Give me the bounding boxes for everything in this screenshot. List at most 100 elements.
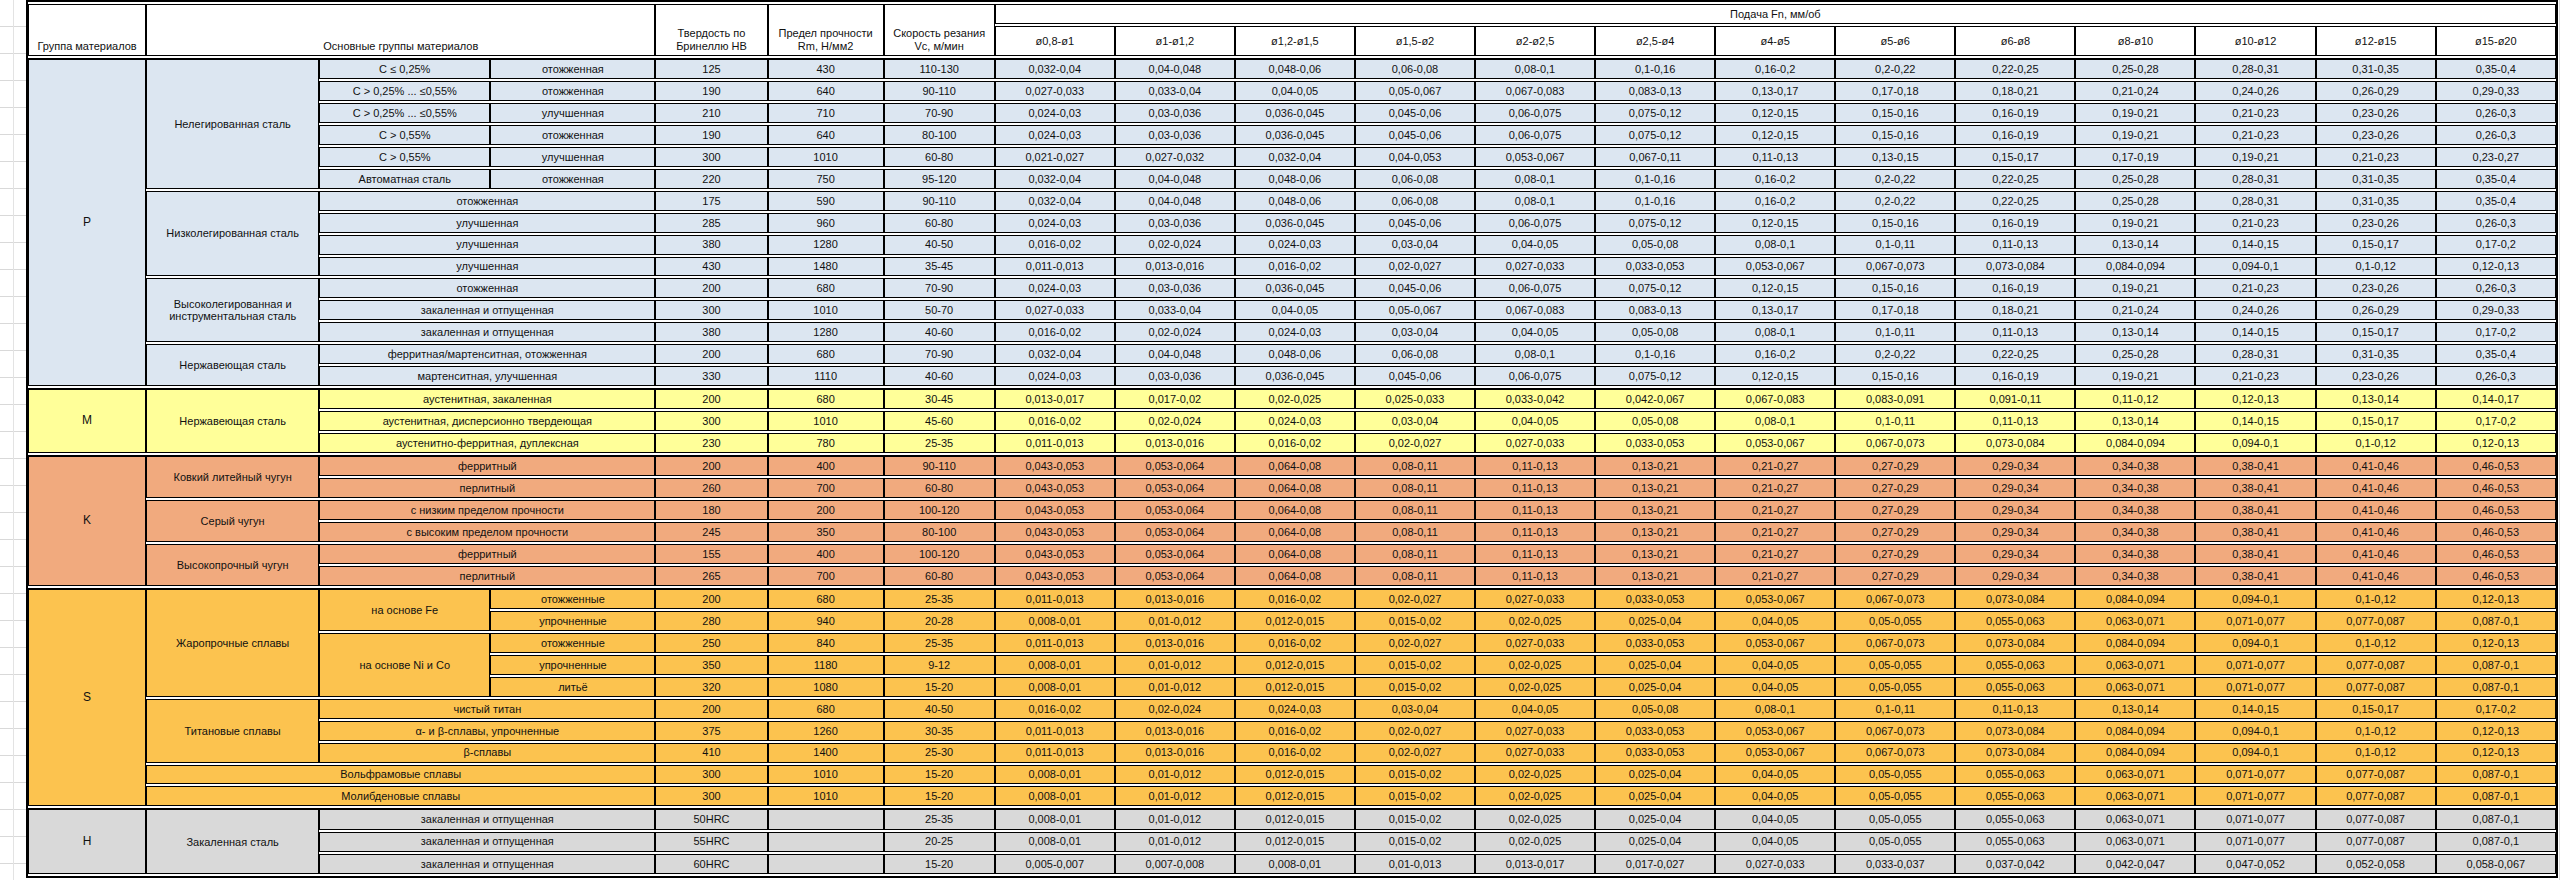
feed-cell[interactable]: 0,03-0,036 (1115, 213, 1235, 233)
hardness-cell[interactable]: 175 (655, 191, 767, 211)
material-label-cell[interactable]: отожженная (490, 169, 655, 189)
material-label-cell[interactable]: с низким пределом прочности (319, 500, 655, 520)
speed-cell[interactable]: 60-80 (884, 478, 995, 498)
feed-cell[interactable]: 0,21-0,27 (1715, 455, 1835, 476)
feed-cell[interactable]: 0,01-0,012 (1115, 832, 1235, 852)
feed-cell[interactable]: 0,38-0,41 (2195, 455, 2315, 476)
speed-cell[interactable]: 40-50 (884, 235, 995, 255)
feed-cell[interactable]: 0,12-0,15 (1715, 278, 1835, 298)
feed-cell[interactable]: 0,05-0,08 (1595, 322, 1715, 342)
feed-cell[interactable]: 0,29-0,34 (1955, 522, 2075, 542)
strength-cell[interactable]: 640 (768, 81, 884, 101)
speed-cell[interactable]: 30-35 (884, 721, 995, 741)
feed-cell[interactable]: 0,067-0,083 (1475, 81, 1595, 101)
feed-cell[interactable]: 0,016-0,02 (1235, 721, 1355, 741)
feed-cell[interactable]: 0,13-0,17 (1715, 300, 1835, 320)
header-feed-col[interactable]: ø5-ø6 (1835, 26, 1955, 56)
feed-cell[interactable]: 0,043-0,053 (995, 522, 1115, 542)
feed-cell[interactable]: 0,03-0,036 (1115, 103, 1235, 123)
feed-cell[interactable]: 0,03-0,04 (1355, 699, 1475, 719)
feed-cell[interactable]: 0,094-0,1 (2195, 433, 2315, 453)
strength-cell[interactable]: 1280 (768, 235, 884, 255)
material-label-cell[interactable]: чистый титан (319, 699, 655, 719)
hardness-cell[interactable]: 125 (655, 58, 767, 79)
feed-cell[interactable]: 0,053-0,067 (1715, 257, 1835, 277)
feed-cell[interactable]: 0,06-0,08 (1355, 191, 1475, 211)
hardness-cell[interactable]: 300 (655, 300, 767, 320)
feed-cell[interactable]: 0,16-0,19 (1955, 125, 2075, 145)
hardness-cell[interactable]: 410 (655, 743, 767, 763)
feed-cell[interactable]: 0,077-0,087 (2316, 832, 2436, 852)
feed-cell[interactable]: 0,1-0,16 (1595, 191, 1715, 211)
material-label-cell[interactable]: закаленная и отпущенная (319, 808, 655, 829)
feed-cell[interactable]: 0,29-0,34 (1955, 500, 2075, 520)
material-label-cell[interactable]: мартенситная, улучшенная (319, 366, 655, 386)
feed-cell[interactable]: 0,027-0,032 (1115, 147, 1235, 167)
feed-cell[interactable]: 0,2-0,22 (1835, 191, 1955, 211)
feed-cell[interactable]: 0,016-0,02 (1235, 743, 1355, 763)
feed-cell[interactable]: 0,011-0,013 (995, 743, 1115, 763)
material-label-cell[interactable]: упрочненные (490, 655, 655, 675)
feed-cell[interactable]: 0,18-0,21 (1955, 300, 2075, 320)
material-label-cell[interactable]: перлитный (319, 566, 655, 586)
feed-cell[interactable]: 0,027-0,033 (1475, 633, 1595, 653)
speed-cell[interactable]: 70-90 (884, 103, 995, 123)
material-label-cell[interactable]: ферритный (319, 544, 655, 564)
feed-cell[interactable]: 0,012-0,015 (1235, 808, 1355, 829)
feed-cell[interactable]: 0,094-0,1 (2195, 588, 2315, 609)
feed-cell[interactable]: 0,053-0,064 (1115, 500, 1235, 520)
feed-cell[interactable]: 0,024-0,03 (995, 366, 1115, 386)
speed-cell[interactable]: 40-50 (884, 699, 995, 719)
feed-cell[interactable]: 0,094-0,1 (2195, 721, 2315, 741)
feed-cell[interactable]: 0,073-0,084 (1955, 721, 2075, 741)
feed-cell[interactable]: 0,053-0,064 (1115, 478, 1235, 498)
hardness-cell[interactable]: 380 (655, 322, 767, 342)
feed-cell[interactable]: 0,46-0,53 (2436, 566, 2556, 586)
header-feed-col[interactable]: ø2-ø2,5 (1475, 26, 1595, 56)
feed-cell[interactable]: 0,083-0,091 (1835, 388, 1955, 409)
feed-cell[interactable]: 0,067-0,073 (1835, 721, 1955, 741)
feed-cell[interactable]: 0,11-0,13 (1475, 500, 1595, 520)
feed-cell[interactable]: 0,19-0,21 (2195, 147, 2315, 167)
feed-cell[interactable]: 0,21-0,27 (1715, 500, 1835, 520)
feed-cell[interactable]: 0,013-0,016 (1115, 433, 1235, 453)
header-main-col[interactable]: Основные группы материалов (146, 4, 655, 56)
feed-cell[interactable]: 0,26-0,29 (2316, 81, 2436, 101)
feed-cell[interactable]: 0,21-0,27 (1715, 522, 1835, 542)
feed-cell[interactable]: 0,34-0,38 (2075, 500, 2195, 520)
feed-cell[interactable]: 0,01-0,012 (1115, 765, 1235, 785)
strength-cell[interactable]: 1080 (768, 677, 884, 697)
material-label-cell[interactable]: на основе Fe (319, 588, 490, 631)
feed-cell[interactable]: 0,075-0,12 (1595, 366, 1715, 386)
feed-cell[interactable]: 0,08-0,1 (1475, 169, 1595, 189)
header-feed-title[interactable]: Подача Fn, мм/об (995, 4, 2556, 24)
feed-cell[interactable]: 0,053-0,064 (1115, 566, 1235, 586)
feed-cell[interactable]: 0,02-0,027 (1355, 721, 1475, 741)
feed-cell[interactable]: 0,21-0,27 (1715, 544, 1835, 564)
feed-cell[interactable]: 0,34-0,38 (2075, 478, 2195, 498)
group-cell-P[interactable]: P (28, 58, 146, 386)
feed-cell[interactable]: 0,13-0,15 (1835, 147, 1955, 167)
feed-cell[interactable]: 0,41-0,46 (2316, 478, 2436, 498)
feed-cell[interactable]: 0,12-0,13 (2436, 743, 2556, 763)
feed-cell[interactable]: 0,067-0,073 (1835, 633, 1955, 653)
feed-cell[interactable]: 0,033-0,053 (1595, 743, 1715, 763)
feed-cell[interactable]: 0,013-0,017 (1475, 854, 1595, 874)
speed-cell[interactable]: 60-80 (884, 147, 995, 167)
speed-cell[interactable]: 40-60 (884, 322, 995, 342)
feed-cell[interactable]: 0,38-0,41 (2195, 544, 2315, 564)
material-label-cell[interactable]: отожженная (490, 81, 655, 101)
feed-cell[interactable]: 0,13-0,14 (2075, 699, 2195, 719)
feed-cell[interactable]: 0,24-0,26 (2195, 81, 2315, 101)
feed-cell[interactable]: 0,02-0,025 (1475, 832, 1595, 852)
header-speed-col[interactable]: Скорость резания Vc, м/мин (884, 4, 995, 56)
feed-cell[interactable]: 0,35-0,4 (2436, 58, 2556, 79)
feed-cell[interactable]: 0,27-0,29 (1835, 478, 1955, 498)
feed-cell[interactable]: 0,067-0,083 (1475, 300, 1595, 320)
strength-cell[interactable]: 640 (768, 125, 884, 145)
strength-cell[interactable]: 1480 (768, 257, 884, 277)
feed-cell[interactable]: 0,08-0,1 (1475, 58, 1595, 79)
feed-cell[interactable]: 0,048-0,06 (1235, 191, 1355, 211)
feed-cell[interactable]: 0,04-0,05 (1715, 832, 1835, 852)
strength-cell[interactable]: 700 (768, 566, 884, 586)
